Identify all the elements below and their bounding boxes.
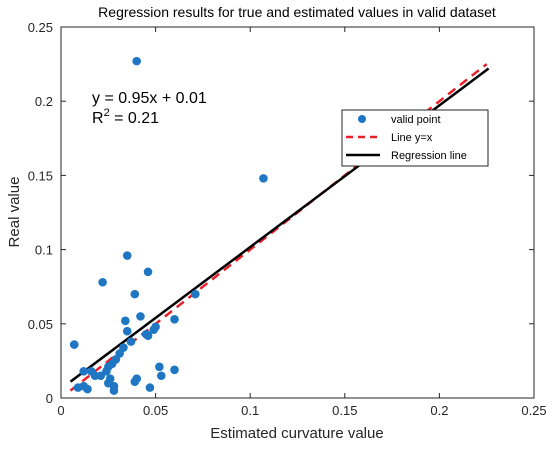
data-point — [143, 267, 153, 277]
y-axis-label: Real value — [6, 177, 23, 248]
data-point — [130, 377, 140, 386]
data-point — [259, 174, 268, 183]
data-point — [90, 371, 100, 381]
r-squared-exponent: 2 — [104, 107, 110, 119]
data-point — [170, 365, 179, 375]
data-point — [73, 383, 83, 392]
data-point — [69, 340, 79, 349]
r-squared-label: R2 = 0.21 — [92, 107, 159, 127]
x-tick-label: 0.15 — [332, 403, 357, 418]
data-point — [136, 312, 145, 321]
data-point — [156, 371, 166, 381]
y-axis-ticks: 0 0.05 0.1 0.15 0.2 0.25 — [28, 20, 534, 406]
data-point — [122, 251, 132, 260]
y-tick-label: 0 — [46, 391, 53, 406]
legend-box — [341, 109, 489, 167]
r-squared-value: = 0.21 — [110, 110, 159, 127]
y-tick-label: 0.25 — [28, 20, 53, 35]
x-axis-ticks: 0 0.05 0.1 0.15 0.2 0.25 — [57, 27, 547, 418]
data-point — [155, 362, 164, 372]
y-tick-label: 0.05 — [28, 317, 53, 332]
x-tick-label: 0.05 — [143, 403, 168, 418]
data-point — [122, 326, 132, 336]
x-tick-label: 0.25 — [521, 403, 546, 418]
y-tick-label: 0.2 — [35, 94, 53, 109]
legend-marker-valid-point — [358, 115, 366, 123]
series-points — [69, 56, 268, 395]
data-point — [121, 316, 130, 326]
data-point — [126, 337, 136, 346]
data-point — [132, 56, 141, 66]
x-tick-label: 0 — [57, 403, 64, 418]
chart-title: Regression results for true and estimate… — [98, 4, 496, 20]
legend-label-valid-point: valid point — [391, 114, 441, 126]
x-tick-label: 0.2 — [430, 403, 448, 418]
data-point — [170, 315, 179, 324]
data-point — [79, 366, 89, 376]
data-point — [143, 331, 153, 340]
legend-label-line-yx: Line y=x — [391, 132, 433, 144]
y-tick-label: 0.15 — [28, 168, 53, 183]
y-tick-label: 0.1 — [35, 243, 53, 258]
r-squared-letter: R — [92, 110, 104, 127]
data-point — [145, 383, 155, 392]
data-point — [109, 386, 119, 395]
legend: valid point Line y=x Regression line — [341, 109, 489, 167]
x-tick-label: 0.1 — [241, 403, 259, 418]
data-point — [149, 325, 159, 335]
data-point — [83, 384, 92, 394]
data-point — [130, 289, 140, 299]
legend-label-regression-line: Regression line — [391, 150, 467, 162]
data-point — [191, 289, 200, 299]
x-axis-label: Estimated curvature value — [210, 425, 383, 442]
regression-equation: y = 0.95x + 0.01 — [92, 90, 207, 107]
data-point — [98, 277, 107, 287]
